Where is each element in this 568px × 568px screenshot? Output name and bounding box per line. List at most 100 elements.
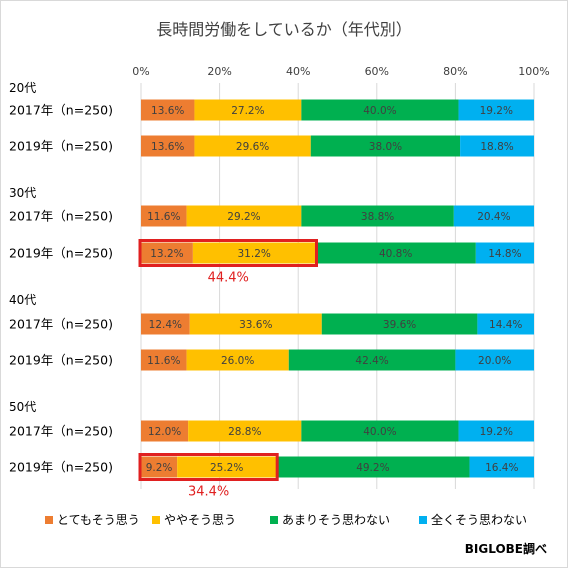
chart-title: 長時間労働をしているか（年代別）: [156, 20, 412, 39]
x-tick-label: 0%: [132, 65, 149, 78]
bar-segment: [141, 135, 195, 157]
source-note: BIGLOBE調べ: [465, 541, 547, 556]
x-tick-label: 100%: [518, 65, 549, 78]
bar-segment: [189, 313, 322, 335]
bar-segment: [141, 242, 193, 264]
data-label: 12.0%: [148, 426, 181, 438]
data-label: 40.8%: [379, 248, 412, 260]
bar-segment: [141, 456, 178, 478]
highlight-total-label: 34.4%: [188, 485, 229, 500]
bar-segment: [460, 135, 534, 157]
bar-segment: [186, 349, 289, 371]
legend-label: とてもそう思う: [57, 513, 140, 527]
data-label: 19.2%: [480, 426, 513, 438]
bar-segment: [141, 349, 187, 371]
data-label: 49.2%: [356, 462, 389, 474]
highlight-box: [138, 239, 318, 267]
bar-segment: [315, 242, 476, 264]
bar-segment: [458, 420, 534, 442]
bar-segment: [477, 313, 534, 335]
x-tick-label: 60%: [365, 65, 389, 78]
row-label: 2017年（n=250): [9, 209, 113, 224]
x-tick-label: 40%: [286, 65, 310, 78]
bar-segment: [141, 313, 190, 335]
data-label: 42.4%: [355, 355, 388, 367]
bar-segment: [453, 205, 534, 227]
bar-segment: [321, 313, 478, 335]
data-label: 31.2%: [238, 248, 271, 260]
group-label: 50代: [9, 400, 36, 414]
bar-segment: [177, 456, 277, 478]
legend-label: あまりそう思わない: [282, 513, 390, 527]
legend: とてもそう思う ややそう思う あまりそう思わない 全くそう思わない: [45, 512, 527, 527]
bar-segment: [141, 205, 187, 227]
data-label: 16.4%: [485, 462, 518, 474]
bar-segment: [455, 349, 534, 371]
data-label: 29.2%: [227, 211, 260, 223]
legend-swatch: [152, 516, 160, 524]
data-label: 20.0%: [478, 355, 511, 367]
data-label: 18.8%: [480, 141, 513, 153]
group-label: 30代: [9, 186, 36, 200]
data-label: 27.2%: [231, 105, 264, 117]
legend-label: 全くそう思わない: [431, 512, 527, 527]
data-label: 38.0%: [369, 141, 402, 153]
bar-segment: [301, 420, 459, 442]
group-label: 40代: [9, 293, 36, 307]
data-label: 40.0%: [363, 426, 396, 438]
bar-segment: [194, 99, 302, 121]
data-label: 12.4%: [149, 319, 182, 331]
row-label: 2017年（n=250): [9, 424, 113, 439]
data-label: 13.2%: [150, 248, 183, 260]
data-label: 14.8%: [488, 248, 521, 260]
legend-swatch: [419, 516, 427, 524]
bar-segment: [141, 99, 195, 121]
data-label: 11.6%: [147, 211, 180, 223]
data-label: 11.6%: [147, 355, 180, 367]
bar-segment: [276, 456, 470, 478]
x-tick-label: 80%: [443, 65, 467, 78]
legend-swatch: [45, 516, 53, 524]
bar-segment: [194, 135, 311, 157]
bar-segment: [192, 242, 316, 264]
bar-segment: [301, 99, 459, 121]
data-label: 9.2%: [146, 462, 173, 474]
data-label: 19.2%: [480, 105, 513, 117]
legend-swatch: [270, 516, 278, 524]
row-label: 2019年（n=250): [9, 460, 113, 475]
bar-segment: [186, 205, 302, 227]
row-label: 2019年（n=250): [9, 353, 113, 368]
group-label: 20代: [9, 81, 36, 95]
data-label: 39.6%: [383, 319, 416, 331]
row-label: 2017年（n=250): [9, 317, 113, 332]
data-label: 13.6%: [151, 105, 184, 117]
highlight-box: [138, 453, 279, 481]
bar-segment: [188, 420, 302, 442]
x-tick-label: 20%: [207, 65, 231, 78]
highlight-total-label: 44.4%: [208, 271, 249, 286]
bar-segment: [301, 205, 454, 227]
data-label: 33.6%: [239, 319, 272, 331]
legend-label: ややそう思う: [164, 513, 236, 527]
data-label: 29.6%: [236, 141, 269, 153]
data-label: 26.0%: [221, 355, 254, 367]
bar-segment: [458, 99, 534, 121]
bars: 13.6% 27.2% 40.0% 19.2% 13.6% 29.6% 38.0% 18.8%…: [138, 99, 534, 500]
row-label: 2019年（n=250): [9, 246, 113, 261]
data-label: 38.8%: [361, 211, 394, 223]
data-label: 13.6%: [151, 141, 184, 153]
data-label: 25.2%: [210, 462, 243, 474]
bar-segment: [310, 135, 461, 157]
x-axis-ticks: 0% 20% 40% 60% 80% 100%: [132, 65, 549, 78]
data-label: 14.4%: [489, 319, 522, 331]
bar-segment: [288, 349, 456, 371]
data-label: 20.4%: [477, 211, 510, 223]
category-labels: 20代 2017年（n=250) 2019年（n=250) 30代 2017年（n=25…: [9, 81, 113, 475]
bar-segment: [469, 456, 534, 478]
row-label: 2019年（n=250): [9, 139, 113, 154]
bar-segment: [475, 242, 534, 264]
data-label: 40.0%: [363, 105, 396, 117]
row-label: 2017年（n=250): [9, 103, 113, 118]
